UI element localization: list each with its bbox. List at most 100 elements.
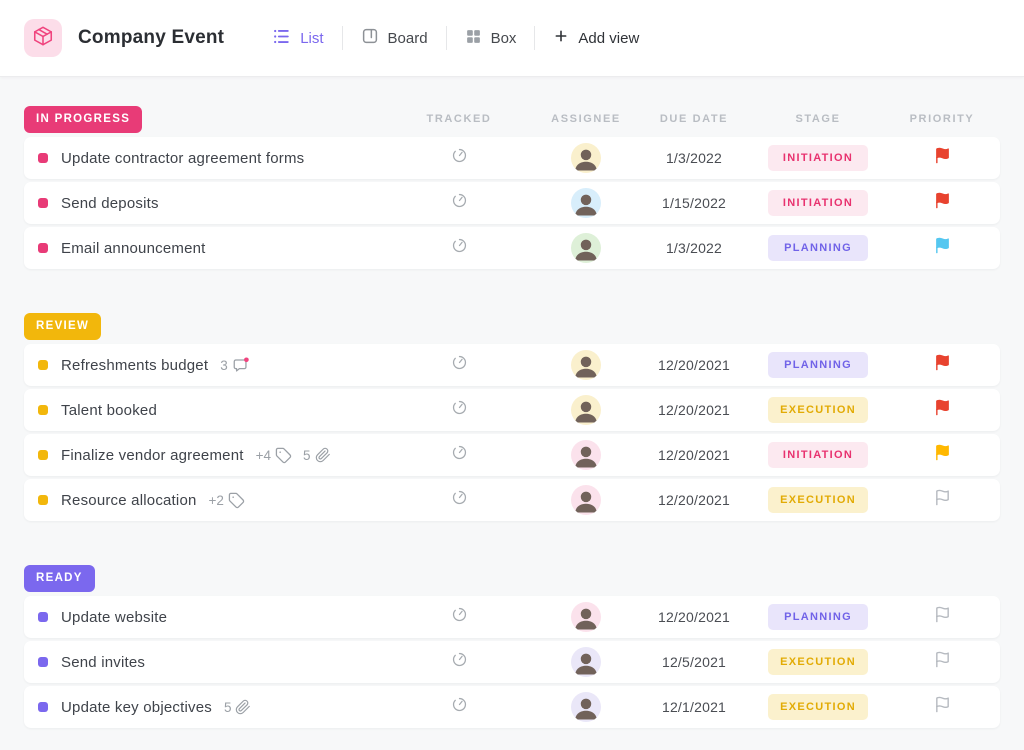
priority-flag-icon[interactable] <box>934 147 951 169</box>
avatar[interactable] <box>571 602 601 632</box>
time-tracked-icon[interactable] <box>451 606 468 628</box>
task-row[interactable]: Resource allocation +2 12/20/2021 <box>24 479 1000 521</box>
priority-flag-icon[interactable] <box>934 354 951 376</box>
task-name[interactable]: Send invites <box>61 653 146 671</box>
due-date[interactable]: 12/20/2021 <box>657 447 731 463</box>
meta-item[interactable]: +2 <box>209 492 245 509</box>
avatar[interactable] <box>571 647 601 677</box>
task-name[interactable]: Talent booked <box>61 401 158 419</box>
stage-badge[interactable]: EXECUTION <box>768 487 868 513</box>
due-date[interactable]: 1/3/2022 <box>665 240 723 256</box>
time-tracked-icon[interactable] <box>451 192 468 214</box>
task-meta: 5 <box>224 699 252 715</box>
group-status-badge[interactable]: REVIEW <box>24 312 102 340</box>
avatar[interactable] <box>571 233 601 263</box>
meta-item[interactable]: 5 <box>224 699 252 715</box>
time-tracked-icon[interactable] <box>451 399 468 421</box>
stage-badge[interactable]: EXECUTION <box>768 694 868 720</box>
task-row[interactable]: Finalize vendor agreement +4 5 12/20/2021 <box>24 434 1000 476</box>
time-tracked-icon[interactable] <box>451 147 468 169</box>
stage-badge[interactable]: INITIATION <box>768 145 868 171</box>
group-status-badge[interactable]: READY <box>24 564 95 592</box>
avatar[interactable] <box>571 188 601 218</box>
time-tracked-icon[interactable] <box>451 354 468 376</box>
task-row[interactable]: Update website 12/20/2021 PLANNIN <box>24 596 1000 638</box>
tab-box[interactable]: Box <box>447 22 535 55</box>
tracked-cell <box>382 651 536 673</box>
due-date-cell: 12/1/2021 <box>636 699 752 715</box>
stage-badge[interactable]: PLANNING <box>768 604 868 630</box>
task-row[interactable]: Send deposits 1/15/2022 INITIATIO <box>24 182 1000 224</box>
status-square[interactable] <box>38 243 48 253</box>
priority-flag-icon[interactable] <box>934 192 951 214</box>
priority-flag-icon[interactable] <box>934 489 951 511</box>
task-name[interactable]: Resource allocation <box>61 491 197 509</box>
page-title: Company Event <box>78 27 225 48</box>
tab-board[interactable]: Board <box>343 21 446 55</box>
tab-list[interactable]: List <box>254 21 341 56</box>
avatar[interactable] <box>571 440 601 470</box>
due-date[interactable]: 1/3/2022 <box>665 150 723 166</box>
avatar[interactable] <box>571 395 601 425</box>
task-name[interactable]: Update website <box>61 608 168 626</box>
task-name[interactable]: Send deposits <box>61 194 159 212</box>
due-date[interactable]: 12/20/2021 <box>657 492 731 508</box>
meta-item[interactable]: +4 <box>256 447 292 464</box>
stage-badge[interactable]: INITIATION <box>768 442 868 468</box>
priority-flag-icon[interactable] <box>934 651 951 673</box>
task-name[interactable]: Update key objectives <box>61 698 212 716</box>
due-date[interactable]: 12/20/2021 <box>657 609 731 625</box>
task-name[interactable]: Finalize vendor agreement <box>61 446 244 464</box>
task-row[interactable]: Send invites 12/5/2021 EXECUTION <box>24 641 1000 683</box>
meta-item[interactable]: 3 <box>220 356 250 374</box>
priority-flag-icon[interactable] <box>934 399 951 421</box>
stage-badge[interactable]: PLANNING <box>768 352 868 378</box>
task-name[interactable]: Update contractor agreement forms <box>61 149 305 167</box>
status-square[interactable] <box>38 153 48 163</box>
status-square[interactable] <box>38 405 48 415</box>
time-tracked-icon[interactable] <box>451 696 468 718</box>
task-name[interactable]: Refreshments budget <box>61 356 209 374</box>
status-square[interactable] <box>38 450 48 460</box>
time-tracked-icon[interactable] <box>451 489 468 511</box>
due-date[interactable]: 12/1/2021 <box>661 699 727 715</box>
task-cell: Talent booked <box>24 402 382 419</box>
due-date[interactable]: 12/20/2021 <box>657 357 731 373</box>
status-square[interactable] <box>38 198 48 208</box>
avatar[interactable] <box>571 143 601 173</box>
task-row[interactable]: Email announcement 1/3/2022 PLANN <box>24 227 1000 269</box>
priority-flag-icon[interactable] <box>934 696 951 718</box>
priority-flag-icon[interactable] <box>934 444 951 466</box>
status-square[interactable] <box>38 360 48 370</box>
avatar[interactable] <box>571 692 601 722</box>
time-tracked-icon[interactable] <box>451 651 468 673</box>
time-tracked-icon[interactable] <box>451 444 468 466</box>
stage-badge[interactable]: INITIATION <box>768 190 868 216</box>
stage-badge[interactable]: EXECUTION <box>768 649 868 675</box>
due-date[interactable]: 12/5/2021 <box>661 654 727 670</box>
task-row[interactable]: Talent booked 12/20/2021 EXECUTIO <box>24 389 1000 431</box>
assignee-cell <box>536 395 636 425</box>
meta-item[interactable]: 5 <box>303 447 331 463</box>
priority-flag-icon[interactable] <box>934 606 951 628</box>
task-row[interactable]: Update contractor agreement forms 1/3/20… <box>24 137 1000 179</box>
avatar[interactable] <box>571 485 601 515</box>
due-date[interactable]: 12/20/2021 <box>657 402 731 418</box>
due-date[interactable]: 1/15/2022 <box>661 195 727 211</box>
status-square[interactable] <box>38 612 48 622</box>
stage-badge[interactable]: EXECUTION <box>768 397 868 423</box>
task-row[interactable]: Refreshments budget 3 12/20/2021 P <box>24 344 1000 386</box>
status-square[interactable] <box>38 495 48 505</box>
add-view-button[interactable]: Add view <box>535 22 657 54</box>
priority-cell <box>884 489 1000 511</box>
group-status-badge[interactable]: IN PROGRESS <box>24 105 143 133</box>
task-name[interactable]: Email announcement <box>61 239 206 257</box>
stage-badge[interactable]: PLANNING <box>768 235 868 261</box>
cube-icon <box>32 25 54 52</box>
time-tracked-icon[interactable] <box>451 237 468 259</box>
priority-flag-icon[interactable] <box>934 237 951 259</box>
avatar[interactable] <box>571 350 601 380</box>
task-row[interactable]: Update key objectives 5 12/1/2021 <box>24 686 1000 728</box>
status-square[interactable] <box>38 702 48 712</box>
status-square[interactable] <box>38 657 48 667</box>
